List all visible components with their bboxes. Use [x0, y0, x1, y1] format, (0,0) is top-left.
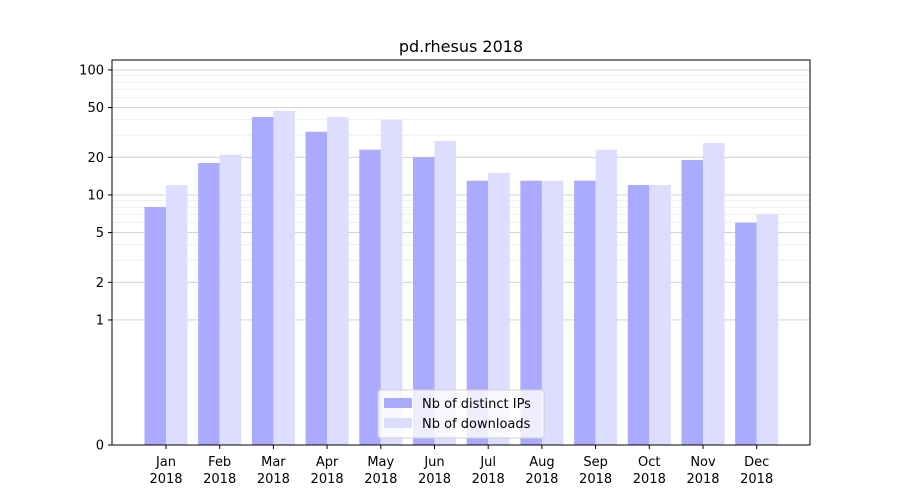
y-tick-label: 20 [87, 151, 104, 166]
x-tick-label-month: Apr [316, 455, 339, 470]
legend-box [377, 389, 545, 439]
x-tick-label-month: Jun [423, 455, 444, 470]
x-tick-label-month: Nov [690, 455, 716, 470]
bar-distinct-ips [144, 207, 166, 445]
bar-downloads [380, 119, 403, 446]
bar-distinct-ips [359, 149, 381, 446]
bar-downloads [541, 180, 564, 445]
y-tick-label: 5 [96, 226, 104, 241]
bar-distinct-ips [574, 180, 596, 445]
x-tick-label-month: May [367, 455, 394, 470]
bar-downloads [595, 149, 618, 446]
y-tick-label: 10 [87, 188, 104, 203]
x-tick-label-month: Sep [583, 455, 608, 470]
bar-downloads [166, 185, 188, 445]
y-tick-label: 50 [87, 101, 104, 116]
x-tick-label-month: Mar [261, 455, 286, 470]
x-tick-label-month: Jul [479, 455, 496, 470]
bar-downloads [273, 110, 295, 445]
y-tick-label: 1 [96, 313, 104, 328]
bar-distinct-ips [198, 163, 220, 445]
x-tick-label-year: 2018 [418, 472, 451, 487]
x-axis: Jan 2018 Feb 2018 Mar 2018 Apr 2018 May 2018 Jun 20… [149, 445, 773, 487]
legend-label: Nb of distinct IPs [422, 397, 531, 412]
bar-downloads [756, 214, 779, 445]
bar-distinct-ips [251, 117, 274, 445]
x-tick-label-year: 2018 [311, 472, 344, 487]
x-tick-label-month: Jan [155, 455, 176, 470]
x-tick-label-month: Aug [529, 455, 554, 470]
bars [144, 110, 779, 446]
x-tick-label-year: 2018 [257, 472, 290, 487]
plot-frame [111, 59, 811, 446]
bar-downloads [703, 143, 725, 445]
legend-label: Nb of downloads [422, 417, 531, 432]
bar-distinct-ips [627, 185, 650, 445]
bar-downloads [327, 117, 349, 445]
x-tick-label-month: Dec [744, 455, 769, 470]
bar-downloads [488, 172, 510, 445]
bar-distinct-ips [520, 180, 542, 445]
legend: Nb of distinct IPs Nb of downloads [377, 389, 545, 439]
x-tick-label-year: 2018 [633, 472, 666, 487]
x-tick-label-year: 2018 [740, 472, 773, 487]
x-tick-label-month: Feb [208, 455, 231, 470]
y-tick-label: 2 [96, 276, 104, 291]
x-tick-label-year: 2018 [203, 472, 236, 487]
x-tick-label-year: 2018 [579, 472, 612, 487]
x-tick-label-year: 2018 [149, 472, 182, 487]
x-tick-label-year: 2018 [686, 472, 719, 487]
y-tick-label: 0 [96, 439, 104, 454]
bar-distinct-ips [413, 157, 435, 445]
legend-swatch [384, 418, 412, 428]
bar-downloads [434, 140, 456, 445]
x-tick-label-year: 2018 [472, 472, 505, 487]
bar-downloads [219, 154, 242, 446]
x-tick-label-year: 2018 [525, 472, 558, 487]
bar-distinct-ips [305, 131, 328, 445]
chart-title: pd.rhesus 2018 [399, 37, 523, 56]
y-tick-label: 100 [79, 63, 104, 78]
x-tick-label-month: Oct [638, 455, 660, 470]
bar-downloads [649, 185, 671, 445]
bar-distinct-ips [466, 180, 489, 445]
bar-distinct-ips [735, 222, 757, 445]
y-axis: 0 1 2 5 10 20 50 100 [79, 63, 112, 454]
legend-swatch [384, 398, 412, 408]
bar-distinct-ips [681, 160, 703, 445]
x-tick-label-year: 2018 [364, 472, 397, 487]
